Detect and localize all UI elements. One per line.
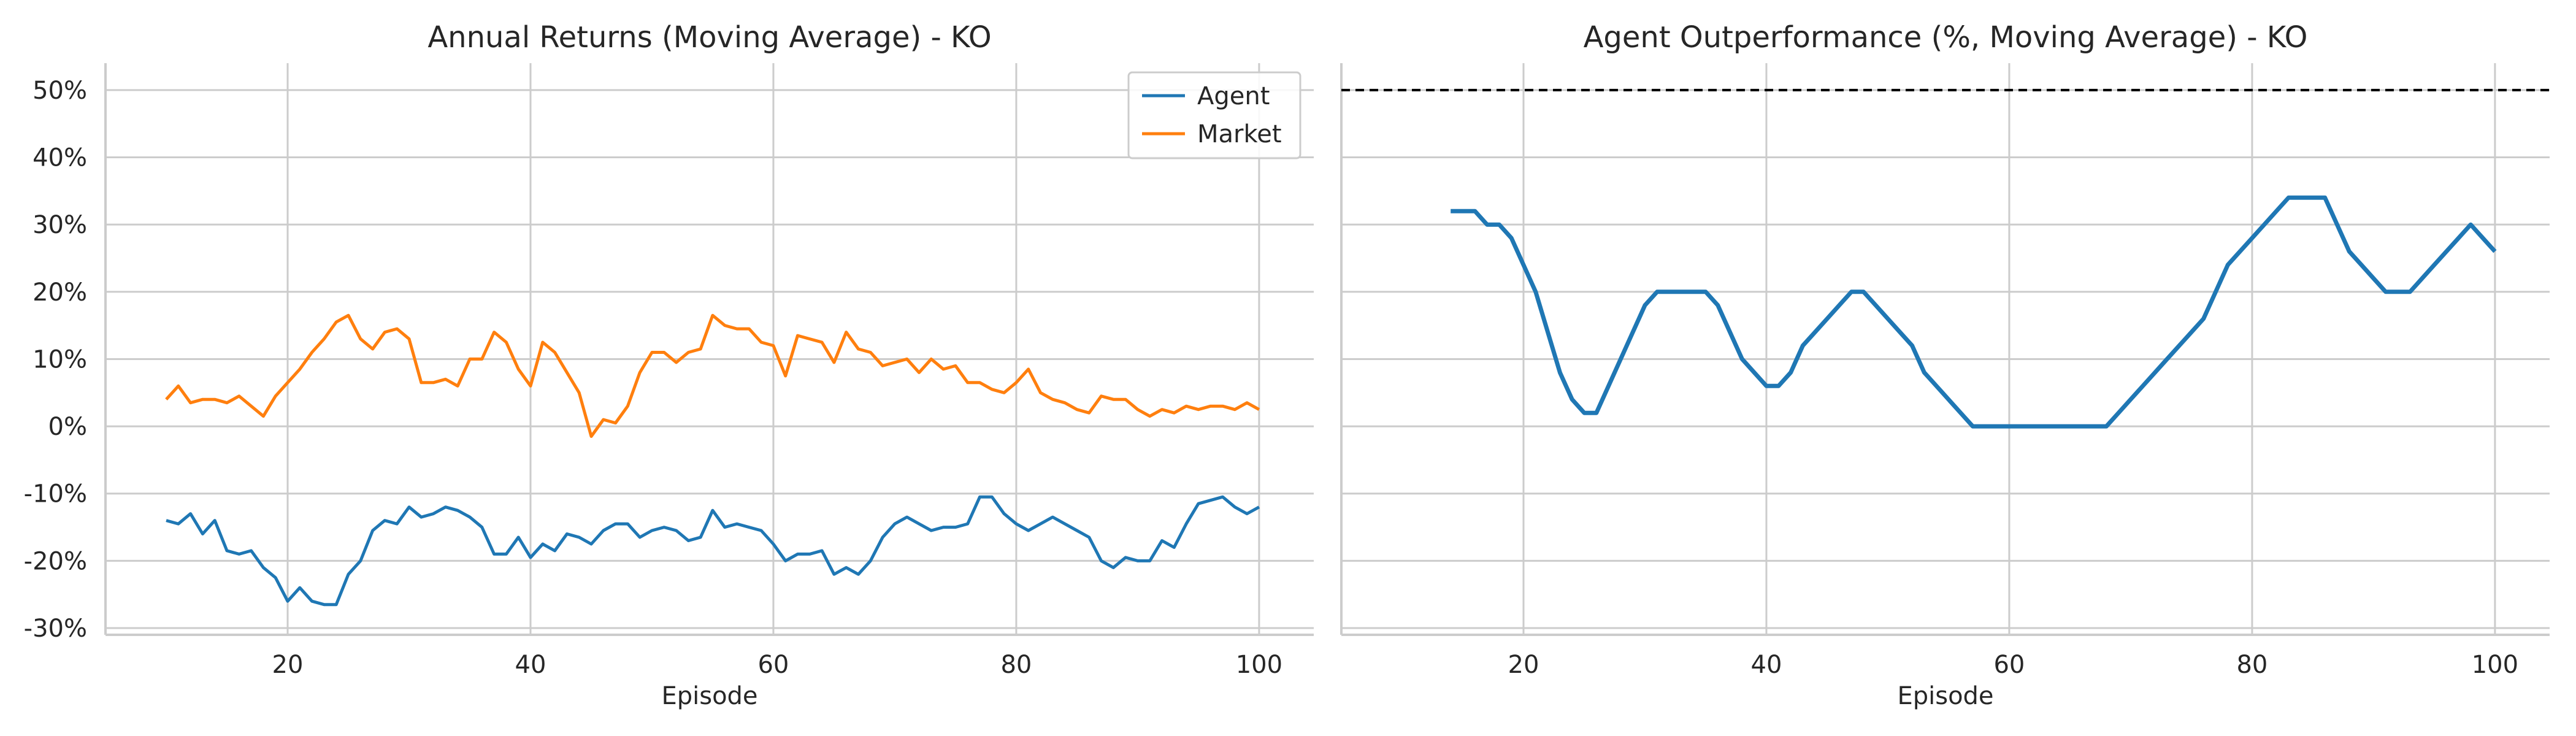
returns-chart-x-ticks: 20 40 60 80 100: [272, 651, 1283, 679]
returns-chart-y-tick-label: 10%: [33, 345, 87, 374]
returns-chart-legend-label: Market: [1197, 120, 1282, 148]
returns-chart-y-tick-label: -20%: [24, 547, 87, 575]
outperformance-chart-x-tick-label: 80: [2236, 651, 2267, 679]
returns-chart-y-tick-label: 20%: [33, 278, 87, 307]
returns-chart-y-tick-label: -10%: [24, 480, 87, 508]
outperformance-chart-axes: [1340, 63, 2550, 636]
outperformance-chart-x-tick-label: 60: [1993, 651, 2025, 679]
returns-chart-x-tick-label: 100: [1236, 651, 1282, 679]
outperformance-chart-series-0-line: [1451, 195, 2497, 429]
returns-chart-x-tick-label: 40: [515, 651, 546, 679]
returns-chart-market-line: [165, 313, 1260, 438]
returns-chart-title: Annual Returns (Moving Average) - KO: [427, 20, 991, 55]
returns-chart-axes: [104, 63, 1314, 636]
outperformance-chart-title: Agent Outperformance (%, Moving Average)…: [1584, 20, 2308, 55]
outperformance-chart: Agent Outperformance (%, Moving Average)…: [1340, 20, 2550, 710]
returns-chart-series: [165, 313, 1260, 607]
returns-chart-y-tick-label: 50%: [33, 77, 87, 105]
returns-chart-legend-box: [1127, 71, 1301, 159]
outperformance-chart-x-label: Episode: [1897, 682, 1993, 710]
outperformance-chart-x-tick-label: 20: [1508, 651, 1539, 679]
returns-chart-legend: Agent Market: [1127, 71, 1301, 159]
returns-chart-y-tick-label: 30%: [33, 211, 87, 239]
outperformance-chart-x-ticks: 20 40 60 80 100: [1508, 651, 2519, 679]
returns-chart-agent-line: [166, 495, 1260, 607]
returns-chart-x-label: Episode: [661, 682, 757, 710]
returns-chart-y-tick-label: -30%: [24, 615, 87, 643]
returns-chart-legend-label: Agent: [1197, 82, 1270, 110]
returns-chart-y-ticks: -30% -20% -10% 0% 10% 20% 30% 40% 50%: [24, 77, 87, 643]
returns-chart-x-tick-label: 80: [1000, 651, 1032, 679]
returns-chart: Annual Returns (Moving Average) - KO 20 4…: [24, 20, 1314, 710]
outperformance-chart-x-tick-label: 40: [1751, 651, 1782, 679]
outperformance-chart-x-tick-label: 100: [2472, 651, 2518, 679]
returns-chart-x-tick-label: 60: [757, 651, 789, 679]
returns-chart-y-tick-label: 40%: [33, 144, 87, 172]
returns-chart-y-tick-label: 0%: [48, 413, 87, 441]
returns-chart-x-tick-label: 20: [272, 651, 304, 679]
outperformance-chart-series: [1451, 195, 2497, 429]
